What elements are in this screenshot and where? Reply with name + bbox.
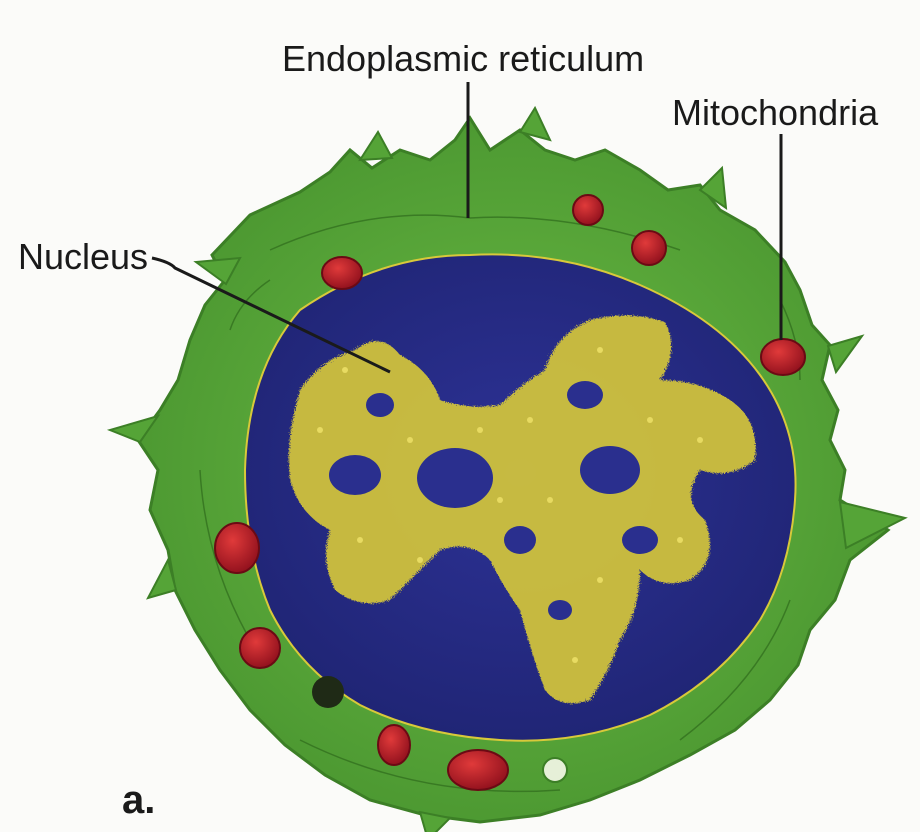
- vesicle: [542, 757, 568, 783]
- vesicle: [312, 676, 344, 708]
- nucleus-leader-line: [151, 256, 391, 374]
- mitochondrion: [572, 194, 604, 226]
- leader-lines: [151, 82, 783, 374]
- mitochondrion: [214, 522, 260, 574]
- mitochondrion: [321, 256, 363, 290]
- mitochondria-group: [214, 194, 806, 791]
- chromatin-speckles: [317, 347, 703, 663]
- figure-panel-label: a.: [122, 778, 156, 822]
- chromatin: [288, 315, 756, 704]
- mitochondrion: [377, 724, 411, 766]
- mitochondrion: [631, 230, 667, 266]
- mitochondrion: [447, 749, 509, 791]
- nucleus-label: Nucleus: [18, 236, 149, 277]
- mitochondria-label: Mitochondria: [672, 92, 879, 133]
- cell-protrusions: [106, 105, 908, 832]
- chromatin-gaps: [329, 381, 658, 620]
- mitochondrion: [239, 627, 281, 669]
- mitochondrion: [760, 338, 806, 376]
- endoplasmic-reticulum-label: Endoplasmic reticulum: [282, 38, 645, 79]
